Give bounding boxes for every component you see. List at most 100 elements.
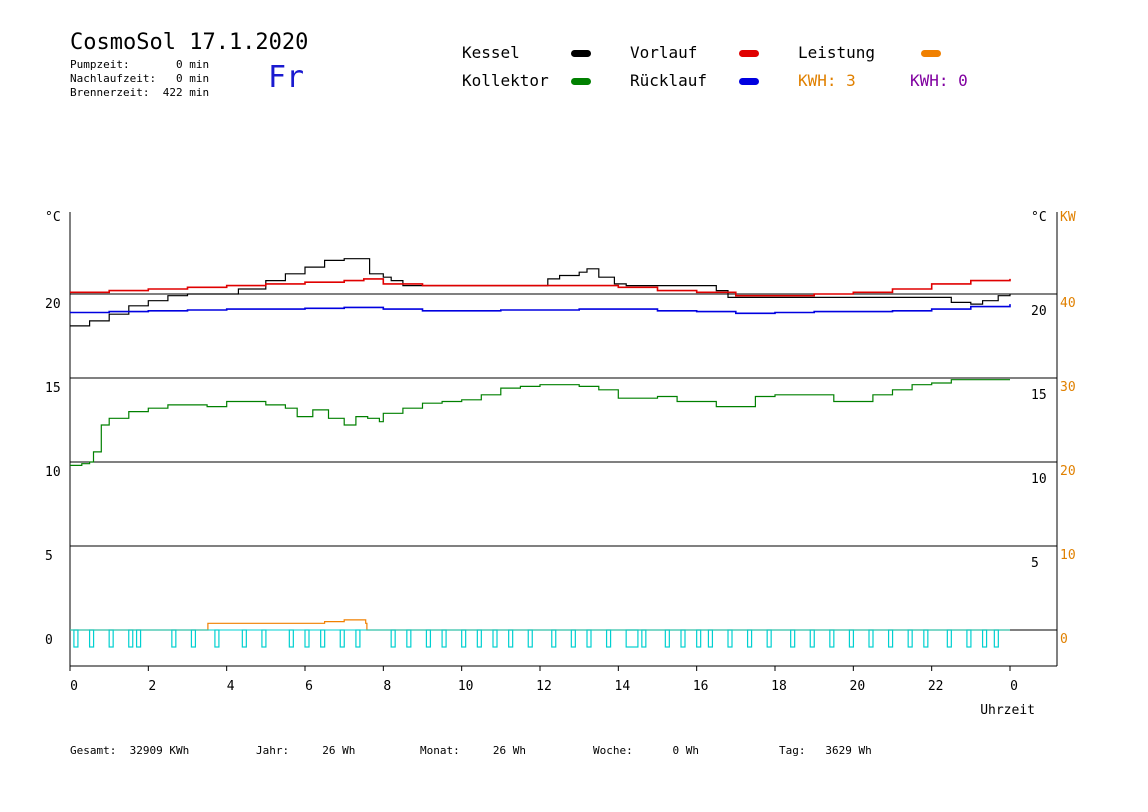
pump-pulse (946, 629, 952, 648)
pump-pulse (923, 629, 929, 648)
pump-pulse (696, 629, 702, 648)
kw-unit-label: KW (1060, 210, 1076, 225)
pump-pulse (727, 629, 733, 648)
nachlaufzeit-text: Nachlaufzeit: 0 min (70, 72, 210, 85)
x-tick-label: 8 (383, 679, 391, 694)
pump-pulse (907, 629, 913, 648)
pump-pulse (868, 629, 874, 648)
pump-pulse (707, 629, 714, 648)
pump-pulse (746, 629, 753, 648)
footer-tag: Tag: 3629 Wh (779, 744, 872, 757)
pump-pulse (790, 629, 796, 648)
pump-pulse (527, 629, 533, 648)
pump-pulse (605, 629, 612, 648)
x-tick-label: 16 (693, 679, 709, 694)
left-tick-label: 5 (45, 549, 53, 564)
weekday-label: Fr (268, 60, 305, 95)
pump-pulse (625, 629, 639, 648)
pump-pulse (887, 629, 894, 648)
pump-pulse (508, 629, 514, 648)
footer-monat: Monat: 26 Wh (420, 744, 526, 757)
legend-leistung-swatch (921, 50, 941, 57)
kw-tick-label: 30 (1060, 380, 1076, 395)
pump-pulse (241, 629, 247, 648)
kw-tick-label: 0 (1060, 632, 1068, 647)
footer-gesamt: Gesamt: 32909 KWh (70, 744, 190, 757)
legend-kwh-purple: KWH: 0 (910, 71, 968, 90)
pump-pulse (492, 629, 498, 648)
x-tick-label: 18 (771, 679, 787, 694)
pump-pulse (261, 629, 267, 648)
x-tick-label: 22 (928, 679, 944, 694)
left-tick-label: 0 (45, 633, 53, 648)
left-unit-label: °C (45, 210, 61, 225)
x-tick-label: 14 (615, 679, 631, 694)
pump-pulse (441, 629, 447, 648)
pump-pulse (993, 629, 999, 648)
pump-pulse (829, 629, 835, 648)
pump-pulse (190, 629, 197, 648)
pump-pulse (461, 629, 467, 648)
x-tick-label: 20 (850, 679, 866, 694)
pumpzeit-text: Pumpzeit: 0 min (70, 58, 210, 71)
x-axis-title: Uhrzeit (980, 703, 1035, 718)
left-tick-label: 10 (45, 465, 61, 480)
right-temp-tick-label: 10 (1031, 472, 1047, 487)
pump-pulse (88, 629, 95, 648)
pump-pulse (390, 629, 396, 648)
legend-kwh-orange: KWH: 3 (798, 71, 856, 90)
pump-pulse (966, 629, 972, 648)
x-tick-label: 12 (536, 679, 552, 694)
pump-pulse (425, 629, 432, 648)
pump-pulse (641, 629, 647, 648)
pump-pulse (406, 629, 412, 648)
legend-leistung-label: Leistung (798, 43, 876, 62)
pump-pulse (135, 629, 142, 648)
pump-pulse (339, 629, 345, 648)
legend-vorlauf-swatch (739, 50, 759, 57)
x-tick-label: 10 (458, 679, 474, 694)
x-tick-label: 4 (227, 679, 235, 694)
series-line-kollektor (70, 379, 1010, 466)
right-temp-tick-label: 20 (1031, 304, 1047, 319)
brennerzeit-text: Brennerzeit: 422 min (70, 86, 210, 99)
pump-pulse (680, 629, 686, 648)
pump-pulse (73, 629, 79, 648)
series-line-vorlauf (70, 278, 1011, 297)
legend-kollektor-swatch (571, 78, 591, 85)
pump-pulse (320, 629, 326, 648)
pump-pulse (304, 629, 310, 648)
legend-kollektor-label: Kollektor (462, 71, 549, 90)
pump-pulse (476, 629, 482, 648)
legend-vorlauf-label: Vorlauf (630, 43, 698, 62)
x-tick-label: 0 (70, 679, 78, 694)
kw-tick-label: 10 (1060, 548, 1076, 563)
pump-pulse (981, 629, 988, 648)
pump-pulse (664, 629, 670, 648)
x-tick-label: 0 (1010, 679, 1018, 694)
series-line-leistung (70, 619, 1010, 631)
pump-pulse (355, 629, 361, 648)
legend-kessel-label: Kessel (462, 43, 520, 62)
legend-kessel-swatch (571, 50, 591, 57)
x-tick-label: 6 (305, 679, 313, 694)
pump-pulse (570, 629, 576, 648)
pump-pulse (214, 629, 220, 648)
kw-tick-label: 20 (1060, 464, 1076, 479)
kw-tick-label: 40 (1060, 296, 1076, 311)
pump-pulse (586, 629, 592, 648)
right-temp-tick-label: 5 (1031, 556, 1039, 571)
pump-pulse (108, 629, 114, 648)
pump-pulse (766, 629, 772, 648)
footer-woche: Woche: 0 Wh (593, 744, 699, 757)
right-temp-tick-label: 15 (1031, 388, 1047, 403)
right-unit-label: °C (1031, 210, 1047, 225)
legend-ruecklauf-label: Rücklauf (630, 71, 708, 90)
pump-pulse (288, 629, 294, 648)
pump-pulse (551, 629, 557, 648)
left-tick-label: 20 (45, 297, 61, 312)
chart-title: CosmoSol 17.1.2020 (70, 30, 309, 55)
series-line-ruecklauf (70, 304, 1011, 315)
left-tick-label: 15 (45, 381, 61, 396)
